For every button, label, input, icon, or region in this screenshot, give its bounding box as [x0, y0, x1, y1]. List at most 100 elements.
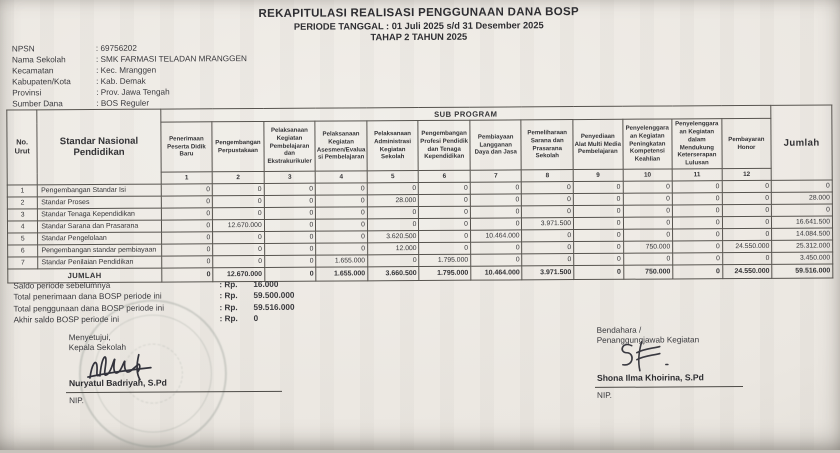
value-cell: 3.971.500: [521, 217, 574, 230]
row-total-cell: 16.641.500: [771, 215, 833, 229]
subprogram-column-header-3: Pelaksanaan Kegiatan Pembelajaran dan Ek…: [263, 121, 316, 172]
subprogram-column-header-5: Pelaksanaan Administrasi Kegiatan Sekola…: [366, 120, 419, 171]
row-number-cell: 7: [7, 256, 39, 270]
total-value-cell: 10.464.000: [470, 265, 523, 281]
value-cell: 0: [672, 180, 722, 193]
value-cell: 0: [722, 252, 772, 265]
row-number-cell: 2: [7, 196, 38, 210]
row-total-cell: 25.312.000: [771, 239, 833, 253]
signature-rule-left: [66, 390, 283, 394]
summary-currency-prefix: : Rp.: [219, 291, 238, 301]
column-number-cell: 1: [160, 171, 213, 185]
row-total-cell: 0: [771, 179, 833, 193]
value-cell: 12.000: [367, 242, 420, 255]
value-cell: 0: [573, 193, 623, 206]
info-label: NPSN: [11, 44, 35, 54]
info-label: Kabupaten/Kota: [12, 77, 71, 87]
summary-amount: 0: [253, 313, 259, 323]
value-cell: 750.000: [623, 240, 673, 254]
value-cell: 0: [161, 219, 213, 233]
value-cell: 0: [212, 195, 265, 208]
subprogram-column-header-12: Pembayaran Honor: [721, 118, 772, 169]
value-cell: 0: [672, 192, 723, 205]
value-cell: 0: [315, 206, 368, 220]
value-cell: 0: [315, 218, 368, 232]
value-cell: 0: [212, 255, 265, 268]
value-cell: 0: [161, 243, 213, 257]
signature-scribble-right-icon: [621, 340, 669, 372]
info-value: : Kec. Mranggen: [96, 65, 157, 75]
value-cell: 0: [160, 183, 213, 197]
column-number-cell: 3: [263, 171, 316, 184]
value-cell: 0: [573, 229, 624, 242]
value-cell: 0: [573, 181, 623, 194]
value-cell: 0: [672, 240, 723, 253]
value-cell: 0: [418, 206, 471, 219]
total-value-cell: 1.655.000: [316, 266, 368, 282]
summary-currency-prefix: : Rp.: [219, 280, 238, 290]
value-cell: 0: [315, 182, 368, 196]
column-number-cell: 2: [212, 171, 264, 184]
subprogram-column-header-9: Penyediaan Alat Multi Media Pembelajaran: [572, 119, 623, 170]
value-cell: 0: [521, 205, 574, 218]
value-cell: 0: [367, 218, 419, 231]
signature-rule-right: [594, 386, 743, 388]
column-number-cell: 12: [721, 168, 772, 181]
value-cell: 0: [672, 228, 723, 241]
total-value-cell: 0: [672, 264, 723, 279]
value-cell: 0: [672, 204, 723, 217]
value-cell: 0: [522, 253, 574, 266]
value-cell: 0: [418, 218, 471, 231]
value-cell: 0: [623, 252, 673, 266]
info-value: : Kab. Demak: [96, 76, 146, 86]
value-cell: 0: [264, 255, 317, 268]
row-label-cell: Standar Tenaga Kependidikan: [37, 208, 162, 221]
value-cell: 10.464.000: [470, 229, 523, 243]
summary-amount: 59.500.000: [253, 291, 295, 301]
value-cell: 0: [367, 254, 420, 267]
value-cell: 0: [470, 181, 522, 195]
value-cell: 0: [721, 192, 772, 205]
info-value: : Prov. Jawa Tengah: [96, 87, 170, 97]
value-cell: 0: [573, 217, 624, 230]
value-cell: 0: [623, 216, 673, 230]
value-cell: 0: [622, 180, 673, 194]
value-cell: 0: [315, 242, 368, 256]
value-cell: 0: [522, 229, 574, 242]
total-value-cell: 0: [573, 265, 624, 280]
row-total-cell: 0: [771, 203, 833, 217]
value-cell: 0: [264, 231, 316, 244]
subprogram-column-header-4: Pelaksanaan Kegiatan Asesmen/Evaluasi Pe…: [315, 120, 368, 172]
value-cell: 0: [315, 230, 368, 244]
value-cell: 3.620.500: [367, 230, 419, 243]
info-label: Kecamatan: [12, 66, 54, 76]
subprogram-column-header-10: Penyelenggaraan Kegiatan Peningkatan Kom…: [622, 118, 673, 170]
info-label: Provinsi: [12, 88, 42, 98]
school-info-row: Nama Sekolah: SMK FARMASI TELADAN MRANGG…: [12, 53, 247, 65]
total-value-cell: 24.550.000: [722, 264, 773, 279]
value-cell: 0: [522, 241, 574, 254]
info-value: : SMK FARMASI TELADAN MRANGGEN: [95, 54, 247, 64]
summary-amount: 16.000: [253, 279, 279, 290]
value-cell: 0: [315, 194, 368, 208]
column-header-jumlah: Jumlah: [770, 104, 833, 181]
info-value: : 69756202: [95, 43, 137, 53]
value-cell: 0: [470, 241, 523, 255]
value-cell: 0: [622, 192, 673, 206]
value-cell: 0: [721, 180, 772, 193]
value-cell: 0: [367, 206, 419, 219]
row-number-cell: 4: [7, 220, 38, 234]
subprogram-column-header-1: Penerimaan Peserta Didik Baru: [160, 121, 213, 173]
treasurer-nip: NIP.: [597, 390, 612, 400]
grand-total-cell: 59.516.000: [771, 263, 833, 279]
value-cell: 0: [160, 195, 213, 209]
row-label-cell: Standar Sarana dan Prasarana: [37, 220, 162, 233]
row-label-cell: Standar Penilaian Pendidikan: [38, 256, 162, 269]
value-cell: 0: [623, 228, 673, 242]
column-number-cell: 9: [573, 169, 623, 182]
total-value-cell: 3.971.500: [522, 265, 574, 280]
row-number-cell: 6: [7, 244, 39, 258]
value-cell: 0: [470, 193, 522, 207]
signature-scribble-left-icon: [87, 353, 152, 381]
info-value: : BOS Reguler: [96, 98, 150, 108]
